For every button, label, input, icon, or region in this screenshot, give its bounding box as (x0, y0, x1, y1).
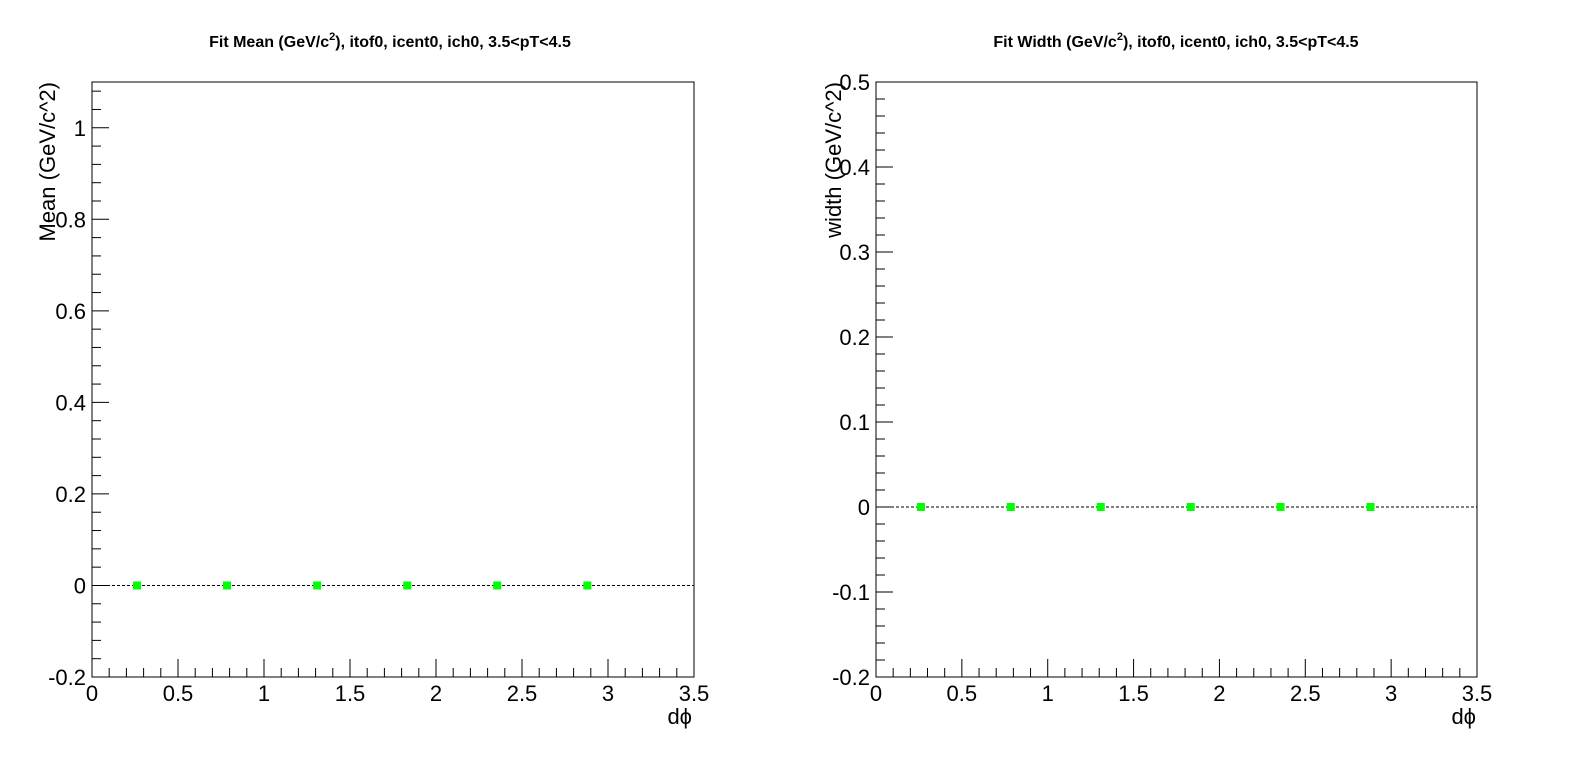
mean-y-tick-label: 1 (74, 116, 86, 141)
width-axes: 0 0.5 1 1.5 2 2.5 3 3.5 -0.2 -0.1 0 0.1 0.2 0.3 0.4 0.5 (832, 70, 1492, 706)
mean-plot-frame (91, 81, 695, 678)
width-data-point (1096, 503, 1105, 511)
width-x-tick-label: 0.5 (947, 681, 978, 706)
width-y-tick-label: 0.3 (839, 240, 870, 265)
mean-x-tick-label: 0.5 (163, 681, 194, 706)
width-y-tick-label: 0.1 (839, 410, 870, 435)
mean-axes: 0 0.5 1 1.5 2 2.5 3 3.5-0.200.20.40.60.81 (48, 81, 710, 706)
width-data-point (1006, 503, 1015, 511)
width-x-tick-label: 2 (1213, 681, 1225, 706)
mean-data-point (133, 581, 142, 590)
width-x-tick-label: 2.5 (1290, 681, 1321, 706)
width-x-tick-label: 3 (1385, 681, 1397, 706)
mean-y-tick-label: 0.8 (55, 207, 86, 232)
mean-y-tick-label: 0.2 (55, 482, 86, 507)
width-x-tick-label: 0 (870, 681, 882, 706)
mean-data-point (223, 581, 232, 590)
mean-y-tick-label: 0 (74, 573, 86, 598)
width-y-tick-label: 0.4 (839, 155, 870, 180)
width-plot-frame (875, 81, 1478, 678)
mean-x-tick-label: 2.5 (507, 681, 538, 706)
mean-x-tick-label: 2 (430, 681, 442, 706)
width-panel-title: Fit Width (GeV/c2), itof0, icent0, ich0,… (993, 31, 1358, 51)
mean-data-point (313, 581, 322, 590)
mean-y-tick-label: 0.4 (55, 390, 86, 415)
width-x-tick-label: 3.5 (1462, 681, 1493, 706)
mean-x-axis-title: dϕ (667, 704, 692, 729)
width-data-point (1366, 503, 1375, 511)
width-y-tick-label: -0.2 (832, 665, 870, 690)
mean-x-tick-label: 1.5 (335, 681, 366, 706)
width-x-tick-label: 1.5 (1118, 681, 1149, 706)
width-data-point (916, 503, 925, 511)
mean-x-tick-label: 1 (258, 681, 270, 706)
width-data-point (1186, 503, 1195, 511)
mean-data-point (583, 581, 592, 590)
mean-data-point (493, 581, 502, 590)
width-x-axis-title: dϕ (1451, 704, 1476, 729)
mean-panel-title: Fit Mean (GeV/c2), itof0, icent0, ich0, … (209, 31, 571, 51)
mean-y-tick-label: -0.2 (48, 665, 86, 690)
width-y-tick-label: 0.5 (839, 70, 870, 95)
mean-x-tick-label: 0 (86, 681, 98, 706)
width-y-tick-label: -0.1 (832, 580, 870, 605)
mean-y-axis-title: Mean (GeV/c^2) (35, 82, 60, 242)
width-panel: Fit Width (GeV/c2), itof0, icent0, ich0,… (821, 31, 1492, 729)
mean-x-tick-label: 3 (602, 681, 614, 706)
mean-panel: Fit Mean (GeV/c2), itof0, icent0, ich0, … (35, 31, 709, 729)
width-x-tick-label: 1 (1042, 681, 1054, 706)
width-y-axis-title: width (GeV/c^2) (821, 82, 846, 239)
width-y-tick-label: 0.2 (839, 325, 870, 350)
mean-y-tick-label: 0.6 (55, 299, 86, 324)
mean-x-tick-label: 3.5 (679, 681, 710, 706)
width-y-tick-label: 0 (858, 495, 870, 520)
width-data-point (1276, 503, 1285, 511)
mean-data-point (403, 581, 412, 590)
